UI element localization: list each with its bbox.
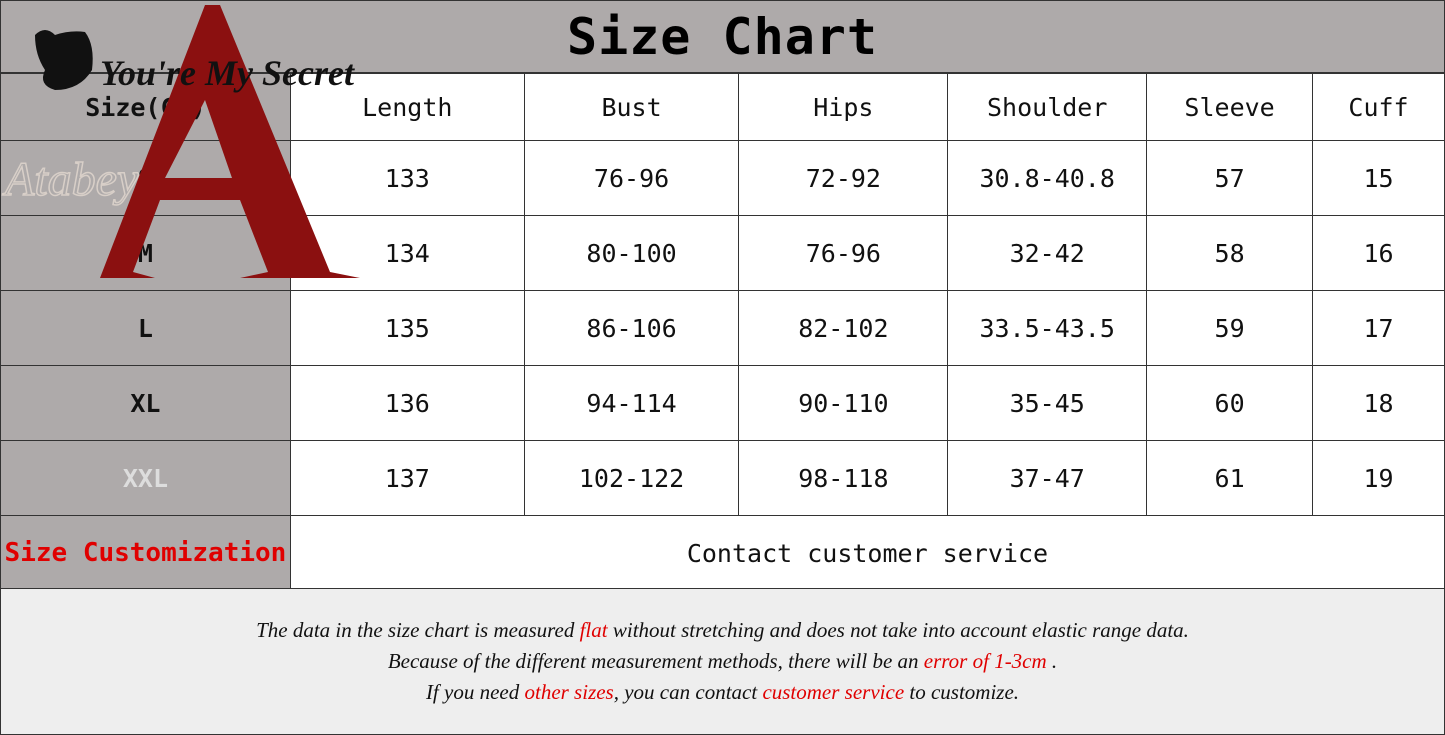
page-title: Size Chart (0, 0, 1445, 73)
notes: The data in the size chart is measured f… (0, 588, 1445, 735)
cell-bust: 80-100 (523, 215, 740, 291)
cell-sleeve: 58 (1146, 215, 1314, 291)
note-text: , you can contact (613, 680, 763, 704)
cell-length: 135 (289, 290, 525, 366)
cell-hips: 98-118 (738, 440, 949, 516)
customization-label: Size Customization (0, 515, 291, 591)
cell-bust: 76-96 (523, 140, 740, 216)
table-row: XXL 137 102-122 98-118 37-47 61 19 (0, 440, 1445, 516)
customization-value: Contact customer service (289, 515, 1445, 591)
cell-sleeve: 61 (1146, 440, 1314, 516)
cell-sleeve: 59 (1146, 290, 1314, 366)
header-length: Length (289, 73, 525, 141)
size-label: XL (0, 365, 291, 441)
customization-row: Size Customization Contact customer serv… (0, 515, 1445, 591)
header-sleeve: Sleeve (1146, 73, 1314, 141)
table-row: M 134 80-100 76-96 32-42 58 16 (0, 215, 1445, 291)
note-line-2: Because of the different measurement met… (388, 646, 1057, 677)
cell-hips: 72-92 (738, 140, 949, 216)
note-highlight: error of 1-3cm (923, 649, 1047, 673)
note-highlight: other sizes (524, 680, 614, 704)
note-text: . (1046, 649, 1058, 673)
note-line-3: If you need other sizes, you can contact… (426, 677, 1019, 708)
cell-shoulder: 37-47 (947, 440, 1148, 516)
cell-sleeve: 60 (1146, 365, 1314, 441)
cell-shoulder: 32-42 (947, 215, 1148, 291)
cell-cuff: 16 (1312, 215, 1445, 291)
header-hips: Hips (738, 73, 949, 141)
cell-bust: 94-114 (523, 365, 740, 441)
table-row: L 135 86-106 82-102 33.5-43.5 59 17 (0, 290, 1445, 366)
header-row: Size(CM) Length Bust Hips Shoulder Sleev… (0, 73, 1445, 141)
cell-hips: 76-96 (738, 215, 949, 291)
header-bust: Bust (523, 73, 740, 141)
size-label: L (0, 290, 291, 366)
note-text: to customize. (904, 680, 1020, 704)
cell-cuff: 15 (1312, 140, 1445, 216)
note-highlight: customer service (762, 680, 905, 704)
cell-bust: 102-122 (523, 440, 740, 516)
cell-cuff: 19 (1312, 440, 1445, 516)
cell-length: 136 (289, 365, 525, 441)
header-size: Size(CM) (0, 73, 291, 141)
cell-cuff: 18 (1312, 365, 1445, 441)
cell-cuff: 17 (1312, 290, 1445, 366)
cell-shoulder: 35-45 (947, 365, 1148, 441)
header-cuff: Cuff (1312, 73, 1445, 141)
cell-length: 137 (289, 440, 525, 516)
size-label: XXL (0, 440, 291, 516)
note-highlight: flat (579, 618, 608, 642)
note-line-1: The data in the size chart is measured f… (256, 615, 1189, 646)
cell-hips: 82-102 (738, 290, 949, 366)
note-text: The data in the size chart is measured (256, 618, 580, 642)
note-text: without stretching and does not take int… (607, 618, 1189, 642)
cell-length: 134 (289, 215, 525, 291)
cell-length: 133 (289, 140, 525, 216)
note-text: If you need (425, 680, 525, 704)
cell-bust: 86-106 (523, 290, 740, 366)
note-text: Because of the different measurement met… (387, 649, 924, 673)
table-row: S 133 76-96 72-92 30.8-40.8 57 15 (0, 140, 1445, 216)
size-label: M (0, 215, 291, 291)
cell-sleeve: 57 (1146, 140, 1314, 216)
cell-hips: 90-110 (738, 365, 949, 441)
cell-shoulder: 30.8-40.8 (947, 140, 1148, 216)
cell-shoulder: 33.5-43.5 (947, 290, 1148, 366)
size-table: Size(CM) Length Bust Hips Shoulder Sleev… (0, 73, 1445, 591)
header-shoulder: Shoulder (947, 73, 1148, 141)
size-label: S (0, 140, 291, 216)
table-row: XL 136 94-114 90-110 35-45 60 18 (0, 365, 1445, 441)
